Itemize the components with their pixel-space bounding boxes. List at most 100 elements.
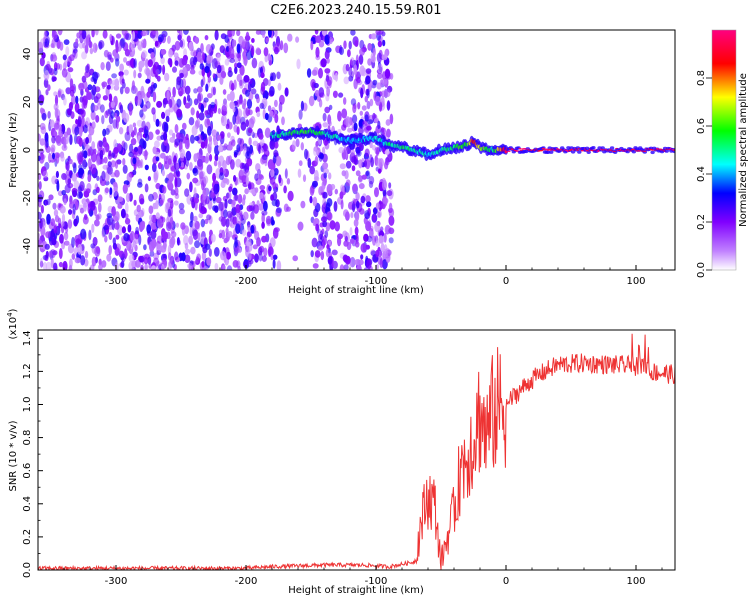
spectrogram-noise-cell	[125, 193, 131, 203]
spectrogram-noise-cell	[90, 151, 97, 163]
spectrogram-noise-cell	[86, 92, 92, 101]
spectrogram-noise-cell	[372, 215, 376, 222]
spectrogram-noise-cell	[228, 219, 233, 227]
spectrogram-noise-cell	[82, 159, 87, 170]
spectrogram-noise-cell	[175, 222, 179, 228]
spectrogram-noise-cell	[169, 98, 173, 108]
spectrogram-noise-cell	[184, 102, 191, 109]
spectrogram-noise-cell	[234, 236, 238, 248]
spectrogram-x-tick-label: -200	[235, 276, 258, 287]
spectrogram-noise-cell	[91, 84, 97, 96]
spectrogram-noise-cell	[144, 164, 149, 171]
spectrogram-noise-cell	[186, 194, 192, 205]
spectrogram-noise-cell	[318, 87, 325, 98]
spectrogram-noise-cell	[247, 224, 252, 232]
spectrogram-noise-cell	[114, 222, 120, 230]
spectrogram-noise-cell	[94, 246, 101, 257]
spectrogram-noise-cell	[111, 152, 115, 158]
spectrogram-noise-cell	[251, 57, 258, 69]
spectrogram-noise-cell	[224, 198, 228, 209]
spectrogram-noise-cell	[334, 72, 338, 82]
spectrogram-noise-cell	[236, 30, 241, 37]
spectrogram-noise-cell	[349, 227, 353, 236]
spectrogram-noise-cell	[80, 255, 86, 266]
spectrogram-noise-cell	[53, 209, 59, 217]
spectrogram-noise-cell	[242, 55, 248, 66]
spectrogram-noise-cell	[380, 203, 386, 209]
spectrogram-noise-cell	[356, 76, 361, 84]
spectrogram-noise-cell	[64, 133, 69, 145]
spectrogram-noise-cell	[182, 122, 187, 130]
spectrogram-noise-cell	[43, 70, 50, 81]
spectrogram-noise-cell	[98, 40, 105, 49]
spectrogram-noise-cell	[258, 67, 262, 78]
spectrogram-noise-cell	[227, 132, 231, 139]
spectrogram-noise-cell	[298, 109, 303, 120]
snr-background	[38, 330, 675, 570]
spectrogram-noise-cell	[377, 168, 382, 174]
snr-line	[38, 333, 675, 570]
spectrogram-noise-cell	[107, 165, 113, 175]
snr-y-tick-label: 1.0	[22, 397, 33, 413]
snr-y-multiplier-base: (x10	[8, 317, 19, 340]
spectrogram-noise-cell	[204, 66, 210, 74]
spectrogram-noise-cell	[44, 243, 50, 250]
spectrogram-noise-cell	[345, 255, 351, 265]
spectrogram-noise-cell	[242, 260, 248, 268]
spectrogram-noise-cell	[152, 30, 156, 36]
spectrogram-noise-cell	[314, 30, 319, 35]
spectrogram-noise-cell	[154, 40, 159, 47]
spectrogram-noise-cell	[235, 223, 241, 235]
spectrogram-signal-halo	[586, 150, 591, 154]
spectrogram-noise-cell	[185, 150, 192, 161]
spectrogram-noise-cell	[53, 122, 60, 130]
spectrogram-noise-cell	[144, 149, 148, 161]
spectrogram-noise-cell	[248, 252, 252, 261]
spectrogram-noise-cell	[78, 42, 84, 49]
spectrogram-noise-cell	[245, 119, 249, 128]
spectrogram-noise-cell	[234, 246, 240, 254]
spectrogram-noise-cell	[240, 121, 247, 131]
spectrogram-noise-cell	[64, 240, 70, 246]
spectrogram-noise-cell	[313, 218, 320, 226]
spectrogram-noise-cell	[103, 224, 109, 231]
spectrogram-noise-cell	[149, 250, 155, 257]
spectrogram-noise-cell	[388, 182, 392, 189]
spectrogram-noise-cell	[327, 79, 332, 86]
spectrogram-noise-cell	[176, 98, 182, 108]
spectrogram-noise-cell	[246, 237, 252, 247]
spectrogram-noise-cell	[128, 261, 135, 270]
spectrogram-noise-cell	[345, 179, 351, 187]
spectrogram-noise-cell	[52, 76, 57, 82]
spectrogram-noise-cell	[296, 58, 301, 70]
spectrogram-x-tick-label: -100	[365, 276, 388, 287]
spectrogram-noise-cell	[274, 113, 279, 124]
spectrogram-noise-cell	[202, 189, 207, 201]
spectrogram-noise-cell	[364, 148, 370, 157]
spectrogram-noise-cell	[367, 58, 372, 66]
spectrogram-noise-cell	[145, 67, 151, 77]
spectrogram-y-tick-label: 20	[22, 96, 33, 109]
figure-title: C2E6.2023.240.15.59.R01	[270, 3, 441, 18]
spectrogram-noise-cell	[239, 169, 244, 177]
spectrogram-noise-cell	[153, 172, 158, 183]
spectrogram-noise-cell	[265, 215, 272, 225]
spectrogram-noise-cell	[123, 69, 129, 76]
spectrogram-noise-cell	[205, 44, 212, 54]
spectrogram-noise-cell	[354, 40, 359, 47]
spectrogram-noise-cell	[61, 221, 65, 227]
spectrogram-noise-cell	[224, 34, 230, 43]
spectrogram-noise-cell	[263, 247, 268, 257]
spectrogram-noise-cell	[189, 69, 196, 75]
snr-y-axis-label: SNR (10 * v/v)	[8, 420, 19, 491]
spectrogram-noise-cell	[87, 174, 92, 183]
spectrogram-noise-cell	[126, 172, 132, 183]
spectrogram-noise-cell	[149, 214, 153, 222]
spectrogram-noise-cell	[353, 78, 358, 90]
spectrogram-noise-cell	[281, 116, 285, 126]
spectrogram-noise-cell	[222, 177, 229, 184]
spectrogram-noise-cell	[360, 243, 367, 253]
spectrogram-noise-cell	[205, 83, 209, 93]
spectrogram-noise-cell	[267, 105, 272, 112]
spectrogram-noise-cell	[355, 211, 360, 222]
